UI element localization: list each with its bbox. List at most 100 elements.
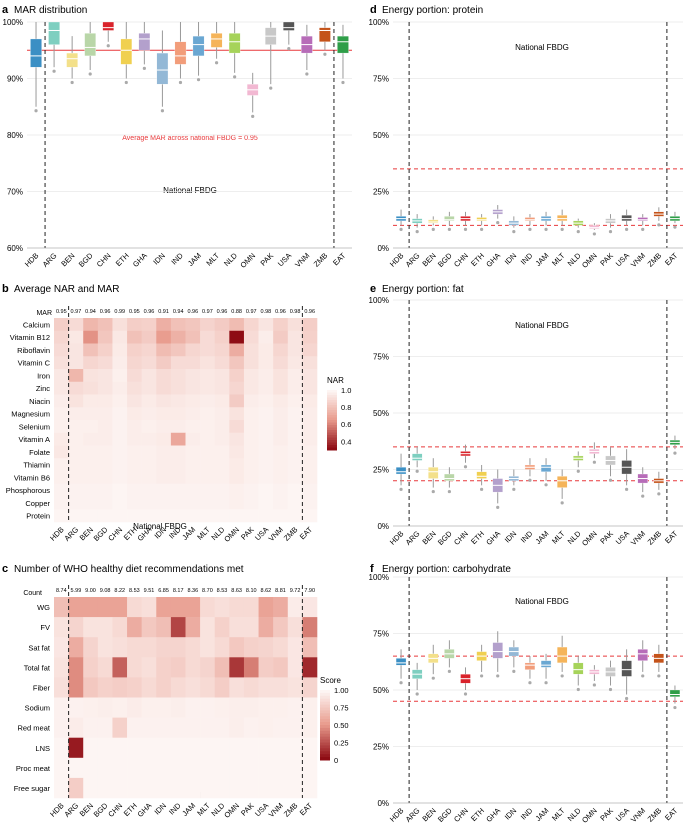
heatmap-cell [170, 509, 186, 523]
heatmap-cell [97, 458, 113, 472]
box [573, 662, 584, 675]
legend-swatch [327, 420, 337, 423]
box [492, 642, 503, 659]
panel-c-count-row-label: Count [23, 590, 42, 597]
heatmap-cell [83, 637, 99, 658]
heatmap-cell [54, 597, 69, 618]
x-tick-label: BEN [78, 801, 95, 818]
heatmap-cell [83, 496, 99, 510]
heatmap-cell [287, 677, 303, 698]
heatmap-cell [200, 407, 216, 421]
heatmap-cell [170, 369, 186, 383]
row-label: Red meat [17, 724, 50, 733]
heatmap-cell [200, 458, 216, 472]
heatmap-cell [156, 330, 172, 344]
heatmap-cell [68, 677, 84, 698]
heatmap-cell [141, 509, 157, 523]
outlier [70, 80, 74, 85]
legend-swatch [320, 742, 330, 746]
outlier [673, 225, 677, 229]
row-label: Proc meat [16, 764, 51, 773]
heatmap-cell [170, 757, 186, 779]
heatmap-cell [273, 737, 289, 759]
outlier [608, 478, 613, 482]
heatmap-cell [185, 356, 201, 370]
box [428, 219, 439, 224]
outlier [88, 72, 92, 76]
heatmap-cell [302, 657, 318, 678]
heatmap-cell [170, 483, 186, 497]
legend-swatch [327, 430, 337, 433]
heatmap-cell [156, 697, 172, 718]
outlier [496, 674, 500, 678]
x-tick-label: ARG [62, 801, 80, 819]
outlier [124, 80, 128, 85]
heatmap-cell [54, 496, 69, 510]
heatmap-cell [83, 343, 99, 357]
x-tick-label: BEN [420, 806, 437, 823]
panel-b-nfbdg-label: National FBDG [133, 522, 187, 531]
heatmap-cell [200, 597, 216, 618]
outlier [673, 451, 677, 455]
heatmap-cell [83, 445, 99, 459]
heatmap-cell [287, 458, 303, 472]
heatmap-cell [54, 677, 69, 698]
heatmap-cell [243, 677, 259, 698]
heatmap-cell [302, 407, 318, 421]
heatmap-cell [229, 343, 245, 357]
heatmap-cell [156, 597, 172, 618]
heatmap-cell [68, 318, 84, 332]
heatmap-cell [112, 356, 128, 370]
x-tick-label: IDN [503, 251, 519, 267]
panel-a-title: MAR distribution [14, 5, 87, 16]
top-value-label: 0.97 [202, 309, 213, 315]
heatmap-cell [83, 509, 99, 523]
legend-swatch [327, 435, 337, 438]
heatmap-cell [287, 617, 303, 638]
heatmap-cell [97, 432, 113, 446]
y-tick-label: 25% [373, 466, 389, 475]
heatmap-cell [83, 597, 99, 618]
heatmap-cell [258, 757, 274, 779]
heatmap-cell [258, 445, 274, 459]
heatmap-cell [287, 432, 303, 446]
x-tick-label: VNM [293, 251, 311, 269]
y-tick-label: 70% [7, 188, 23, 197]
heatmap-cell [258, 471, 274, 485]
heatmap-cell [200, 697, 216, 718]
outlier [431, 489, 435, 494]
x-tick-label: VNM [267, 525, 285, 543]
heatmap-cell [243, 343, 259, 357]
heatmap-cell [185, 381, 201, 395]
outlier [251, 114, 255, 118]
heatmap-cell [141, 471, 157, 485]
heatmap-cell [54, 757, 69, 779]
heatmap-cell [214, 381, 230, 395]
outlier [178, 80, 183, 85]
heatmap-cell [68, 381, 84, 395]
legend-swatch [327, 427, 337, 431]
heatmap-cell [287, 445, 303, 459]
heatmap-cell [200, 757, 216, 779]
heatmap-cell [68, 420, 84, 434]
heatmap-cell [156, 677, 172, 698]
heatmap-cell [243, 637, 259, 658]
legend-swatch [320, 713, 330, 717]
row-label: Free sugar [14, 784, 51, 793]
heatmap-cell [68, 657, 84, 678]
y-tick-label: 100% [3, 18, 23, 27]
legend-swatch [327, 445, 337, 448]
x-tick-label: MLT [195, 801, 212, 818]
x-tick-label: BEN [78, 525, 95, 542]
legend-tick-label: 0.50 [334, 721, 349, 730]
heatmap-cell [54, 637, 69, 658]
legend-swatch [327, 440, 337, 443]
heatmap-cell [185, 637, 201, 658]
x-tick-label: JAM [533, 806, 550, 823]
box [444, 216, 455, 222]
heatmap-cell [156, 381, 172, 395]
heatmap-cell [54, 483, 69, 497]
heatmap-cell [54, 356, 69, 370]
y-tick-label: 90% [7, 75, 23, 84]
outlier [214, 61, 219, 65]
